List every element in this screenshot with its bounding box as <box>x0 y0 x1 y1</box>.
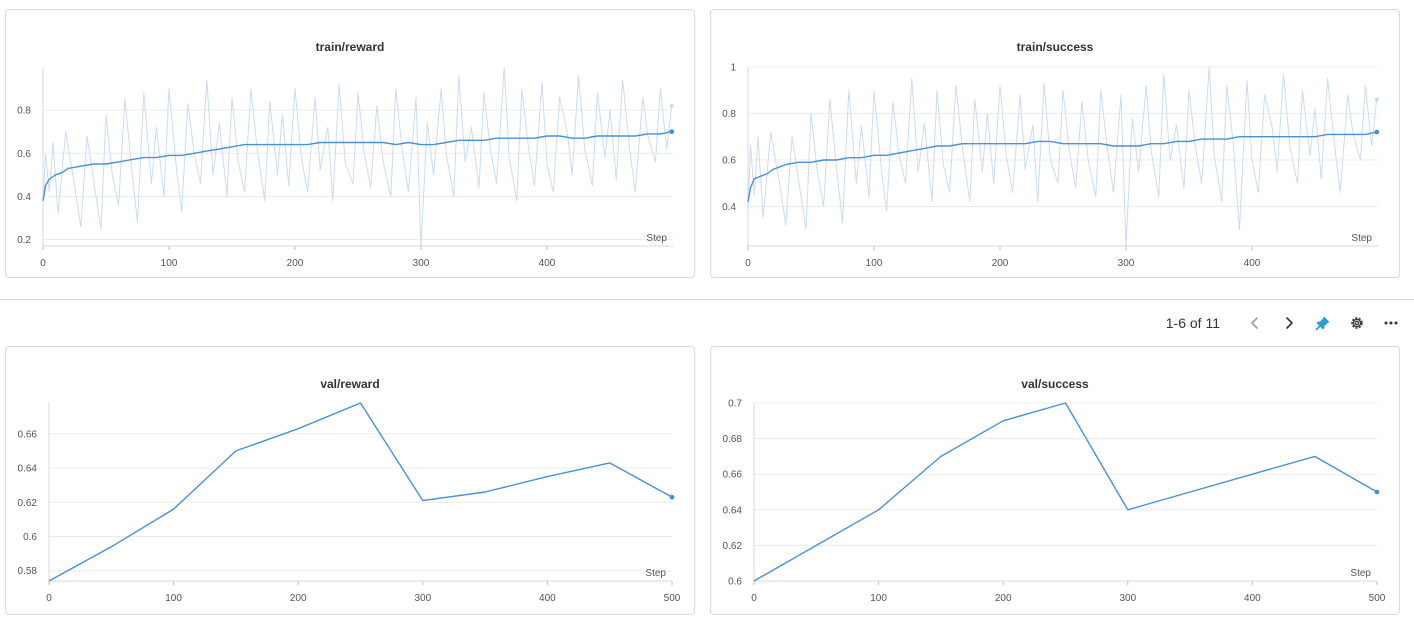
more-icon <box>1384 321 1398 325</box>
y-tick-label: 0.6 <box>23 532 37 543</box>
x-tick-label: 300 <box>414 593 431 604</box>
next-page-button[interactable] <box>1272 309 1306 337</box>
x-tick-label: 500 <box>664 593 681 604</box>
x-tick-label: 100 <box>161 258 178 269</box>
y-tick-label: 0.6 <box>728 577 742 588</box>
x-tick-label: 0 <box>745 258 751 269</box>
raw-end-point <box>669 103 674 108</box>
x-tick-label: 300 <box>1118 258 1135 269</box>
gear-icon <box>1351 317 1363 329</box>
series-line <box>48 402 673 582</box>
series-line <box>753 402 1378 582</box>
series-end-point <box>669 494 675 500</box>
series-end-point <box>1374 129 1380 135</box>
y-tick-label: 0.68 <box>723 434 743 445</box>
raw-end-point <box>1374 97 1379 102</box>
settings-button[interactable] <box>1340 309 1374 337</box>
chart-train-success: 0.4 0.6 0.8 1 0 100 200 300 400 Step <box>722 63 1380 269</box>
y-tick-label: 0.64 <box>18 464 38 475</box>
chart-panel-val-success[interactable]: val/success 0.6 0.62 0.64 0.66 0.68 0.7 0 100 20… <box>710 346 1400 615</box>
y-tick-label: 0.62 <box>18 498 38 509</box>
x-tick-label: 100 <box>866 258 883 269</box>
chart-panel-val-reward[interactable]: val/reward 0.58 0.6 0.62 0.64 0.66 0 100 200 300… <box>5 346 695 615</box>
x-axis-label: Step <box>645 568 666 579</box>
chart-train-reward: 0.2 0.4 0.6 0.8 0 100 200 300 400 Step <box>17 66 675 269</box>
chart-panel-train-reward[interactable]: train/reward 0.2 0.4 0.6 0.8 0 100 200 300 400 St… <box>5 9 695 278</box>
more-options-button[interactable] <box>1374 309 1408 337</box>
raw-series-line <box>747 66 1378 247</box>
y-tick-label: 0.62 <box>723 541 743 552</box>
chart-title: train/reward <box>315 40 385 54</box>
x-axis-label: Step <box>1350 568 1371 579</box>
x-tick-label: 300 <box>413 258 430 269</box>
y-tick-label: 0.6 <box>722 155 736 166</box>
x-tick-label: 200 <box>995 593 1012 604</box>
chevron-left-icon <box>1251 317 1258 329</box>
x-tick-label: 100 <box>165 593 182 604</box>
pager-label: 1-6 of 11 <box>1165 315 1220 331</box>
chart-panel-train-success[interactable]: train/success 0.4 0.6 0.8 1 0 100 200 300 400 Ste… <box>710 9 1400 278</box>
y-tick-label: 0.64 <box>723 505 743 516</box>
pin-button[interactable] <box>1306 309 1340 337</box>
y-tick-label: 0.66 <box>723 470 743 481</box>
raw-series-line <box>42 66 673 247</box>
chart-val-reward: 0.58 0.6 0.62 0.64 0.66 0 100 200 300 400 500 Step <box>18 402 681 604</box>
series-line <box>42 131 672 201</box>
x-tick-label: 0 <box>40 258 46 269</box>
chart-val-success: 0.6 0.62 0.64 0.66 0.68 0.7 0 100 200 300 400 500 St… <box>723 399 1386 605</box>
y-tick-label: 0.66 <box>18 429 38 440</box>
x-tick-label: 400 <box>1244 258 1261 269</box>
x-tick-label: 100 <box>870 593 887 604</box>
series-line <box>747 131 1377 202</box>
y-tick-label: 0.58 <box>18 566 38 577</box>
x-tick-label: 400 <box>1244 593 1261 604</box>
section-divider <box>0 299 1414 300</box>
y-tick-label: 0.2 <box>17 235 31 246</box>
y-tick-label: 0.7 <box>728 399 742 410</box>
chart-title: val/success <box>1021 377 1089 391</box>
y-tick-label: 0.4 <box>17 192 31 203</box>
x-tick-label: 400 <box>539 258 556 269</box>
x-tick-label: 200 <box>287 258 304 269</box>
x-tick-label: 200 <box>290 593 307 604</box>
chart-title: val/reward <box>320 377 380 391</box>
x-axis-label: Step <box>1351 233 1372 244</box>
prev-page-button[interactable] <box>1238 309 1272 337</box>
chart-title: train/success <box>1016 40 1094 54</box>
x-tick-label: 500 <box>1369 593 1386 604</box>
pin-icon <box>1315 316 1330 331</box>
x-axis-label: Step <box>646 233 667 244</box>
y-tick-label: 1 <box>730 63 736 74</box>
x-tick-label: 400 <box>539 593 556 604</box>
series-end-point <box>1374 489 1380 495</box>
panel-toolbar: 1-6 of 11 <box>1166 309 1408 337</box>
y-tick-label: 0.6 <box>17 149 31 160</box>
x-tick-label: 0 <box>46 593 52 604</box>
x-tick-label: 200 <box>992 258 1009 269</box>
y-tick-label: 0.8 <box>722 109 736 120</box>
x-tick-label: 300 <box>1119 593 1136 604</box>
chevron-right-icon <box>1286 317 1293 329</box>
series-end-point <box>669 129 675 135</box>
y-tick-label: 0.8 <box>17 106 31 117</box>
x-tick-label: 0 <box>751 593 757 604</box>
y-tick-label: 0.4 <box>722 202 736 213</box>
